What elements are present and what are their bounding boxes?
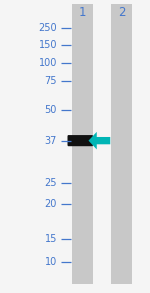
Text: 100: 100 [39,58,57,68]
Text: 1: 1 [79,6,86,19]
Text: 50: 50 [45,105,57,115]
Text: 25: 25 [45,178,57,188]
Text: 37: 37 [45,136,57,146]
Text: 10: 10 [45,257,57,267]
Text: 150: 150 [39,40,57,50]
Text: 2: 2 [118,6,125,19]
Bar [111,4,132,284]
FancyBboxPatch shape [68,135,93,146]
Text: 250: 250 [38,23,57,33]
Bar [72,4,93,284]
Text: 15: 15 [45,234,57,244]
Text: 75: 75 [45,76,57,86]
FancyArrow shape [88,132,110,149]
Text: 20: 20 [45,199,57,209]
